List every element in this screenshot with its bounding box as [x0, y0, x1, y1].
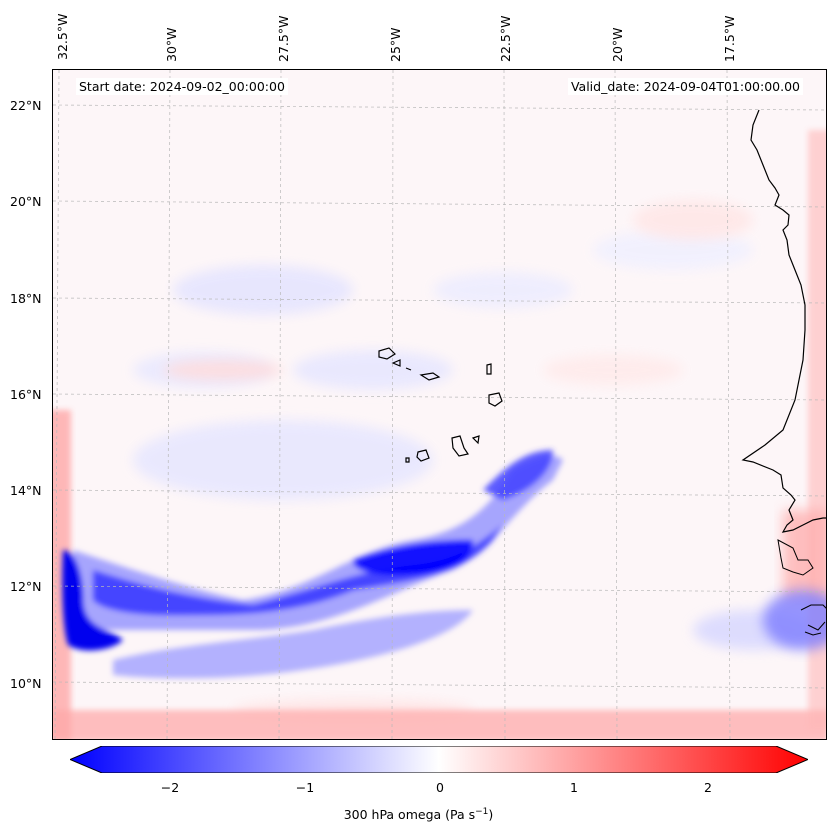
ascent-band	[62, 450, 563, 679]
island-sal	[486, 363, 492, 375]
gridline-17.5w	[726, 70, 731, 739]
island-boa-vista	[488, 392, 503, 407]
gridline-32.5w	[54, 70, 60, 739]
cbar-tick-label: 2	[704, 780, 712, 795]
cbar-tick-label: −1	[295, 780, 315, 795]
island-fogo	[416, 449, 430, 462]
lon-label-25w: 25°W	[388, 27, 403, 62]
lon-label-32.5w: 32.5°W	[55, 13, 70, 60]
lon-label-27.5w: 27.5°W	[276, 15, 291, 62]
lat-label-16n: 16°N	[10, 387, 42, 402]
colorbar-label-exponent: −1	[475, 807, 489, 817]
island-sao-vicente	[391, 359, 401, 367]
coastal-descent-patch	[783, 510, 826, 600]
cbar-tick-label: 1	[570, 780, 578, 795]
island-maio	[471, 435, 480, 445]
lon-label-20w: 20°W	[610, 27, 625, 62]
island-santo-antao	[378, 347, 396, 360]
gridline-22.5w	[503, 70, 506, 739]
gridline-20w	[614, 70, 618, 739]
edge-band-left	[53, 410, 71, 739]
map-panel	[52, 69, 827, 740]
gridline-30w	[166, 70, 171, 739]
colorbar-label-close: )	[488, 807, 494, 823]
cbar-tick-label: 0	[436, 780, 444, 795]
edge-band-bottom	[53, 710, 826, 739]
lat-label-20n: 20°N	[10, 194, 42, 209]
island-santa-luzia	[405, 367, 412, 371]
lat-label-12n: 12°N	[10, 579, 42, 594]
colorbar-svg	[70, 746, 808, 773]
gridline-27.5w	[278, 70, 282, 739]
colorbar-label: 300 hPa omega (Pa s−1)	[0, 807, 837, 822]
colorbar	[70, 746, 808, 773]
lat-label-10n: 10°N	[10, 676, 42, 691]
lon-label-17.5w: 17.5°W	[722, 15, 737, 62]
graticule	[53, 70, 826, 739]
guinea-bissau-coast	[800, 604, 826, 636]
lat-label-22n: 22°N	[10, 98, 42, 113]
cape-verde-islands	[378, 347, 503, 463]
gridline-25w	[391, 70, 394, 739]
island-santiago	[451, 435, 469, 457]
omega-field-map	[53, 70, 826, 739]
gambia-coast	[777, 539, 814, 576]
colorbar-bar	[70, 746, 808, 773]
cbar-tick-label: −2	[160, 780, 180, 795]
valid-date-label: Valid_date: 2024-09-04T01:00:00.00	[567, 78, 803, 95]
lon-label-22.5w: 22.5°W	[498, 15, 513, 62]
africa-coastline	[741, 109, 826, 533]
start-date-label: Start date: 2024-09-02_00:00:00	[76, 78, 288, 95]
island-brava	[405, 457, 410, 463]
island-sao-nicolau	[419, 372, 441, 381]
lon-label-30w: 30°W	[164, 27, 179, 62]
colorbar-label-text: 300 hPa omega (Pa s	[343, 807, 476, 823]
lat-label-14n: 14°N	[10, 483, 42, 498]
lat-label-18n: 18°N	[10, 291, 42, 306]
